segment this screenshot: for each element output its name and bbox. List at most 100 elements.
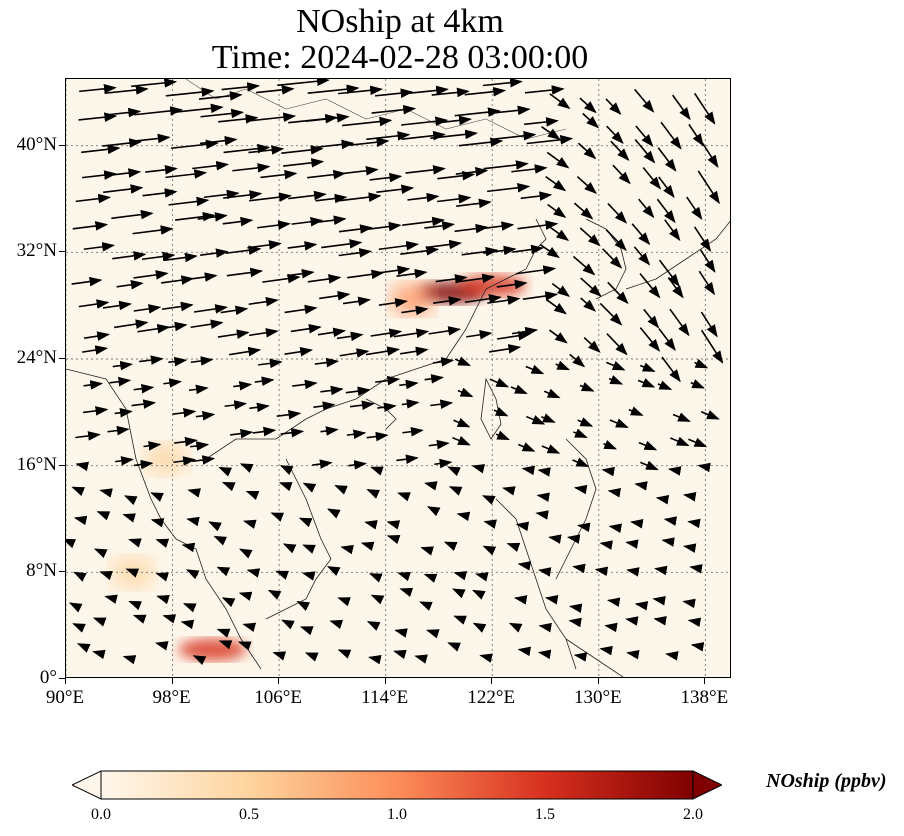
colorbar-tick-label: 0.5 (239, 806, 259, 823)
wind-vector-arrow (347, 269, 385, 280)
wind-vector-arrow (401, 116, 449, 127)
wind-vector-arrow (281, 145, 324, 155)
coastline-path (625, 220, 730, 290)
wind-vector-arrow (657, 147, 677, 172)
wind-vector-arrow (635, 125, 654, 147)
wind-vector-arrow (630, 519, 644, 529)
wind-vector-arrow (545, 175, 567, 192)
wind-vector-arrow (248, 296, 279, 307)
coastline-path (495, 498, 577, 670)
wind-vector-arrow (79, 84, 117, 94)
wind-vector-arrow (193, 304, 228, 314)
wind-vector-arrow (82, 345, 109, 355)
wind-vector-arrow (307, 169, 347, 180)
wind-vector-arrow (608, 523, 622, 534)
wind-vector-arrow (606, 360, 626, 371)
wind-vector-arrow (693, 226, 712, 252)
wind-vector-arrow (71, 486, 86, 497)
wind-vector-arrow (112, 251, 147, 261)
wind-vector-arrow (437, 194, 472, 204)
wind-vector-arrow (520, 191, 553, 201)
wind-vector-arrow (572, 457, 590, 468)
wind-vector-arrow (456, 511, 471, 522)
wind-vector-arrow (539, 244, 560, 259)
wind-vector-arrow (536, 492, 550, 502)
wind-vector-arrow (522, 291, 559, 301)
wind-vector-arrow (430, 399, 454, 409)
wind-vector-arrow (521, 465, 536, 476)
wind-vector-arrow (688, 437, 708, 448)
wind-vector-arrow (625, 616, 639, 626)
wind-vector-arrow (365, 221, 402, 232)
wind-vector-arrow (102, 300, 132, 311)
wind-vector-arrow (316, 215, 347, 225)
wind-vector-arrow (402, 216, 446, 227)
wind-vector-arrow (336, 331, 364, 342)
wind-vector-arrow (360, 541, 375, 551)
wind-vector-arrow (407, 192, 440, 203)
wind-vector-arrow (482, 245, 517, 256)
wind-vector-arrow (368, 573, 383, 583)
wind-vector-arrow (603, 439, 618, 450)
wind-vector-arrow (399, 587, 414, 598)
wind-vector-arrow (377, 402, 397, 412)
wind-vector-arrow (248, 328, 279, 338)
wind-vector-arrow (192, 655, 207, 666)
wind-vector-arrow (173, 456, 196, 466)
wind-vector-arrow (657, 380, 673, 391)
wind-vector-arrow (424, 481, 438, 491)
wind-vector-arrow (247, 240, 282, 250)
wind-vector-arrow (132, 614, 147, 624)
wind-vector-arrow (104, 594, 118, 604)
wind-vector-arrow (174, 103, 224, 114)
wind-vector-arrow (232, 163, 271, 173)
wind-vector-arrow (197, 212, 228, 222)
wind-vector-arrow (108, 168, 142, 178)
wind-vector-arrow (280, 427, 305, 438)
wind-vector-arrow (492, 105, 531, 116)
wind-vector-arrow (190, 356, 214, 366)
wind-vector-arrow (457, 387, 474, 398)
wind-vector-arrow (83, 242, 116, 252)
wind-vector-arrow (246, 568, 261, 578)
colorbar-tick-label: 2.0 (683, 806, 703, 823)
wind-vector-arrow (250, 112, 297, 122)
wind-vector-arrow (92, 617, 107, 627)
wind-vector-arrow (608, 375, 624, 385)
wind-vector-arrow (506, 542, 521, 552)
lat-tick-mark (59, 144, 65, 146)
wind-vector-arrow (270, 512, 285, 522)
wind-vector-arrow (338, 85, 383, 96)
wind-vector-arrow (633, 246, 651, 266)
wind-vector-arrow (338, 248, 373, 258)
wind-vector-arrow (640, 460, 659, 471)
wind-vector-arrow (260, 169, 298, 180)
wind-vector-arrow (479, 653, 493, 663)
wind-vector-arrow (277, 79, 330, 87)
wind-vector-arrow (569, 353, 586, 368)
wind-vector-arrow (495, 430, 510, 441)
wind-vector-arrow (606, 125, 624, 144)
wind-vector-arrow (320, 426, 339, 436)
wind-vector-arrow (307, 274, 342, 284)
lon-tick-label: 130°E (573, 687, 622, 708)
wind-vector-arrow (547, 224, 570, 242)
wind-vector-arrow (453, 417, 471, 428)
wind-vector-arrow (517, 220, 559, 230)
wind-vector-arrow (304, 652, 319, 662)
wind-vector-arrow (366, 131, 411, 141)
wind-vector-arrow (447, 466, 461, 477)
wind-vector-arrow (150, 518, 165, 528)
wind-vector-arrow (538, 622, 552, 633)
wind-vector-arrow (161, 301, 194, 312)
wind-vector-arrow (401, 130, 446, 141)
wind-vector-arrow (487, 182, 531, 193)
wind-vector-arrow (664, 219, 681, 242)
wind-vector-arrow (200, 248, 229, 258)
wind-vector-arrow (218, 640, 233, 650)
wind-vector-arrow (652, 596, 666, 606)
wind-vector-arrow (437, 115, 472, 126)
wind-vector-arrow (525, 364, 545, 375)
wind-vector-arrow (221, 597, 236, 608)
wind-vector-arrow (299, 626, 314, 636)
